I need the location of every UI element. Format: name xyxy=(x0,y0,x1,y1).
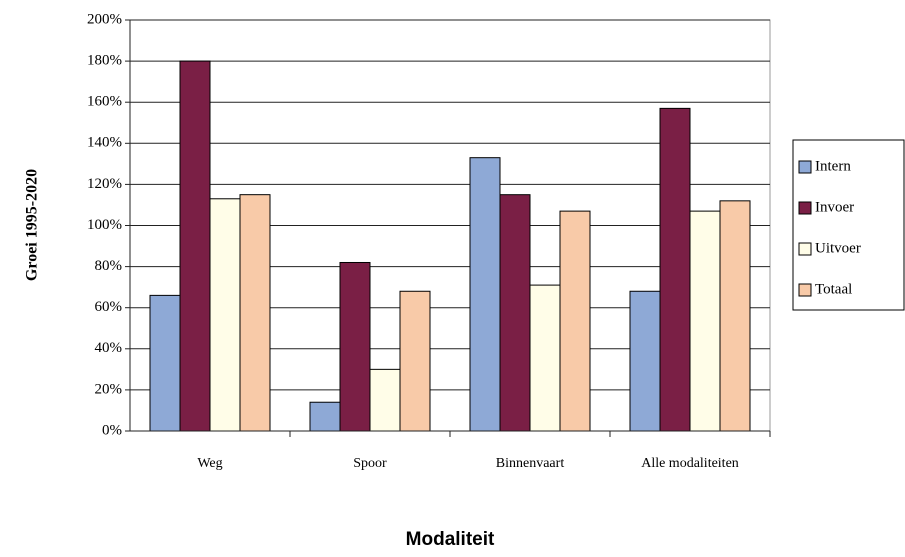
y-axis-label: Groei 1995-2020 xyxy=(24,169,41,281)
legend-label: Invoer xyxy=(815,199,854,215)
legend-swatch xyxy=(798,160,812,174)
y-tick-label: 140% xyxy=(87,135,122,151)
y-tick-label: 20% xyxy=(95,381,123,397)
legend-label: Intern xyxy=(815,158,851,174)
bar xyxy=(499,194,531,432)
bar xyxy=(179,60,211,432)
bar xyxy=(559,210,591,432)
y-tick-label: 0% xyxy=(102,422,122,438)
bar xyxy=(719,200,751,432)
bar xyxy=(309,401,341,432)
y-tick-label: 200% xyxy=(87,11,122,27)
bar xyxy=(149,294,181,432)
bar xyxy=(399,290,431,432)
y-tick-label: 60% xyxy=(95,299,123,315)
legend-swatch xyxy=(798,201,812,215)
bar xyxy=(629,290,661,432)
legend-label: Totaal xyxy=(815,281,852,297)
bar xyxy=(209,198,241,432)
y-tick-label: 80% xyxy=(95,258,123,274)
legend-swatch xyxy=(798,242,812,256)
x-tick-label: Weg xyxy=(197,456,223,471)
y-tick-label: 40% xyxy=(95,340,123,356)
bar xyxy=(339,261,371,432)
bar xyxy=(689,210,721,432)
y-tick-label: 100% xyxy=(87,217,122,233)
x-tick-label: Spoor xyxy=(353,456,387,471)
legend-label: Uitvoer xyxy=(815,240,861,256)
bar xyxy=(369,368,401,432)
x-axis-label: Modaliteit xyxy=(406,529,495,550)
y-tick-label: 160% xyxy=(87,94,122,110)
y-tick-label: 180% xyxy=(87,53,122,69)
bar xyxy=(469,157,501,432)
y-tick-label: 120% xyxy=(87,176,122,192)
bar xyxy=(239,194,271,432)
x-tick-label: Binnenvaart xyxy=(495,456,565,471)
x-tick-label: Alle modaliteiten xyxy=(641,456,739,471)
bar xyxy=(529,284,561,432)
legend-swatch xyxy=(798,283,812,297)
bar xyxy=(659,107,691,432)
